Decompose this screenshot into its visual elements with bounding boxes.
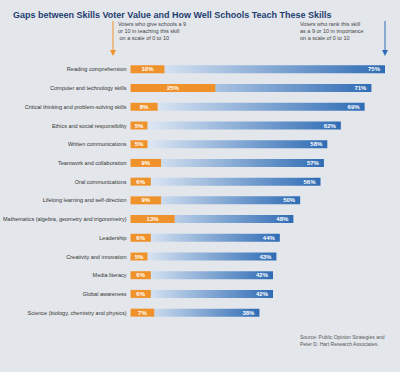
svg-text:38%: 38% <box>242 310 255 316</box>
svg-text:25%: 25% <box>167 85 180 91</box>
svg-text:69%: 69% <box>348 104 361 110</box>
svg-text:6%: 6% <box>136 291 145 297</box>
svg-text:5%: 5% <box>135 254 144 260</box>
svg-text:Gaps between Skills Voter Valu: Gaps between Skills Voter Value and How … <box>13 10 332 20</box>
svg-text:Global awareness: Global awareness <box>82 291 126 297</box>
svg-text:Oral communications: Oral communications <box>75 179 127 185</box>
svg-text:56%: 56% <box>304 179 317 185</box>
svg-text:9%: 9% <box>141 197 150 203</box>
svg-text:5%: 5% <box>135 141 144 147</box>
svg-text:Reading comprehension: Reading comprehension <box>67 66 127 72</box>
svg-text:Teamwork and collaboration: Teamwork and collaboration <box>58 160 126 166</box>
svg-text:on a scale of 0 to 10: on a scale of 0 to 10 <box>118 35 169 41</box>
svg-text:6%: 6% <box>136 272 145 278</box>
svg-text:71%: 71% <box>354 85 367 91</box>
svg-text:Leadership: Leadership <box>99 235 126 241</box>
svg-text:42%: 42% <box>256 291 269 297</box>
svg-text:10%: 10% <box>141 66 154 72</box>
svg-text:75%: 75% <box>368 66 381 72</box>
svg-text:5%: 5% <box>135 123 144 129</box>
svg-text:or 10 in teaching this skill: or 10 in teaching this skill <box>118 28 179 34</box>
svg-text:Creativity and innovation: Creativity and innovation <box>66 254 126 260</box>
svg-text:as a 9 or 10 in importance: as a 9 or 10 in importance <box>300 28 365 34</box>
svg-text:7%: 7% <box>138 310 147 316</box>
svg-text:Voters who give schools a 9: Voters who give schools a 9 <box>118 21 188 27</box>
svg-text:Mathematics (algebra, geometry: Mathematics (algebra, geometry and trigo… <box>3 216 127 222</box>
svg-text:Source: Public Opinion Strateg: Source: Public Opinion Strategies and <box>300 334 386 340</box>
svg-text:Peter D. Hart Research Associa: Peter D. Hart Research Associates. <box>300 341 379 347</box>
svg-text:Computer and technology skills: Computer and technology skills <box>50 85 127 91</box>
svg-text:Lifelong learning and self-dir: Lifelong learning and self-direction <box>43 197 127 203</box>
svg-text:Media literacy: Media literacy <box>93 272 127 278</box>
svg-text:Ethics and social responsibili: Ethics and social responsibility <box>52 123 127 129</box>
svg-text:6%: 6% <box>136 179 145 185</box>
svg-text:Critical thinking and problem-: Critical thinking and problem-solving sk… <box>25 104 127 110</box>
svg-text:62%: 62% <box>324 123 337 129</box>
svg-text:6%: 6% <box>136 235 145 241</box>
svg-text:58%: 58% <box>310 141 323 147</box>
svg-text:8%: 8% <box>140 104 149 110</box>
svg-text:43%: 43% <box>259 254 272 260</box>
svg-text:57%: 57% <box>307 160 320 166</box>
svg-text:50%: 50% <box>283 197 296 203</box>
svg-text:44%: 44% <box>263 235 276 241</box>
svg-text:13%: 13% <box>147 216 160 222</box>
svg-text:Voters who rank this skill: Voters who rank this skill <box>300 21 362 27</box>
svg-text:on a scale of 0 to 10: on a scale of 0 to 10 <box>300 35 350 41</box>
svg-text:42%: 42% <box>256 272 269 278</box>
svg-text:9%: 9% <box>141 160 150 166</box>
svg-text:Science (biology, chemistry an: Science (biology, chemistry and physics) <box>28 310 127 316</box>
svg-text:48%: 48% <box>276 216 289 222</box>
svg-text:Written communications: Written communications <box>68 141 127 147</box>
